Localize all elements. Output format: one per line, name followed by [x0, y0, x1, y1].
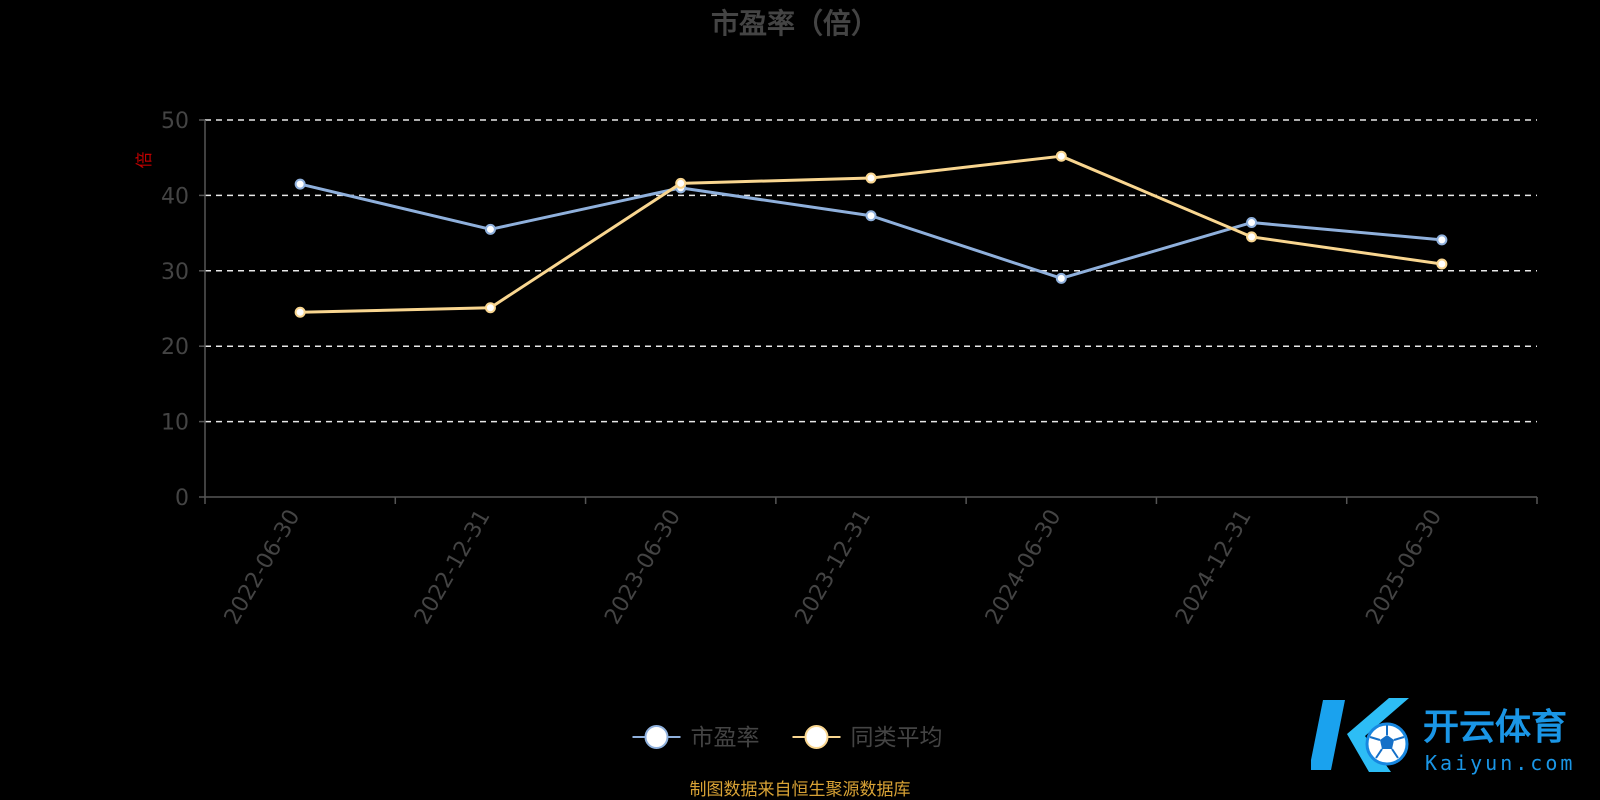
data-point	[1436, 258, 1448, 270]
x-tick-label: 2022-06-30	[220, 506, 306, 629]
brand-text: 开云体育	[1423, 707, 1567, 748]
legend-item[interactable]: 同类平均	[792, 725, 943, 751]
brand-watermark: 开云体育 Kaiyun.com	[1311, 698, 1575, 775]
k-soccer-ball-logo-icon	[1311, 698, 1409, 772]
legend-label: 市盈率	[691, 725, 760, 751]
legend-label: 同类平均	[851, 725, 943, 751]
x-tick-label: 2024-06-30	[981, 506, 1067, 629]
data-point	[294, 178, 306, 190]
data-point	[865, 172, 877, 184]
source-note: 制图数据来自恒生聚源数据库	[690, 780, 911, 800]
series-line	[299, 182, 1442, 280]
x-tick-label: 2024-12-31	[1171, 506, 1257, 629]
y-axis-unit-label: 倍	[135, 152, 155, 169]
axes: 0 10 20 30 40 50 2022-06-30 2022-12-31 2023-06-3…	[161, 109, 1538, 629]
data-point	[1246, 217, 1258, 229]
grid-lines	[205, 119, 1537, 423]
x-tick-label: 2023-12-31	[791, 506, 877, 629]
data-point	[1436, 234, 1448, 246]
legend-marker	[644, 725, 669, 749]
legend: 市盈率 同类平均	[632, 725, 943, 751]
data-point	[1055, 272, 1067, 284]
chart-title: 市盈率（倍）	[711, 7, 879, 40]
data-point	[865, 210, 877, 222]
data-point	[294, 306, 306, 318]
x-tick-label: 2022-12-31	[410, 506, 496, 629]
data-point	[1246, 231, 1258, 243]
data-point	[1055, 150, 1067, 162]
legend-marker	[804, 725, 829, 749]
y-tick-label: 50	[161, 109, 189, 134]
y-tick-label: 30	[161, 260, 189, 285]
legend-item[interactable]: 市盈率	[632, 725, 760, 751]
y-tick-label: 0	[175, 486, 189, 511]
series-lines	[294, 150, 1448, 318]
y-tick-label: 20	[161, 335, 189, 360]
y-tick-label: 40	[161, 184, 189, 209]
x-tick-label: 2025-06-30	[1361, 506, 1447, 629]
x-tick-label: 2023-06-30	[600, 506, 686, 629]
data-point	[484, 302, 496, 314]
brand-url: Kaiyun.com	[1425, 751, 1575, 775]
data-point	[484, 223, 496, 235]
y-tick-label: 10	[161, 411, 189, 436]
data-point	[675, 177, 687, 189]
